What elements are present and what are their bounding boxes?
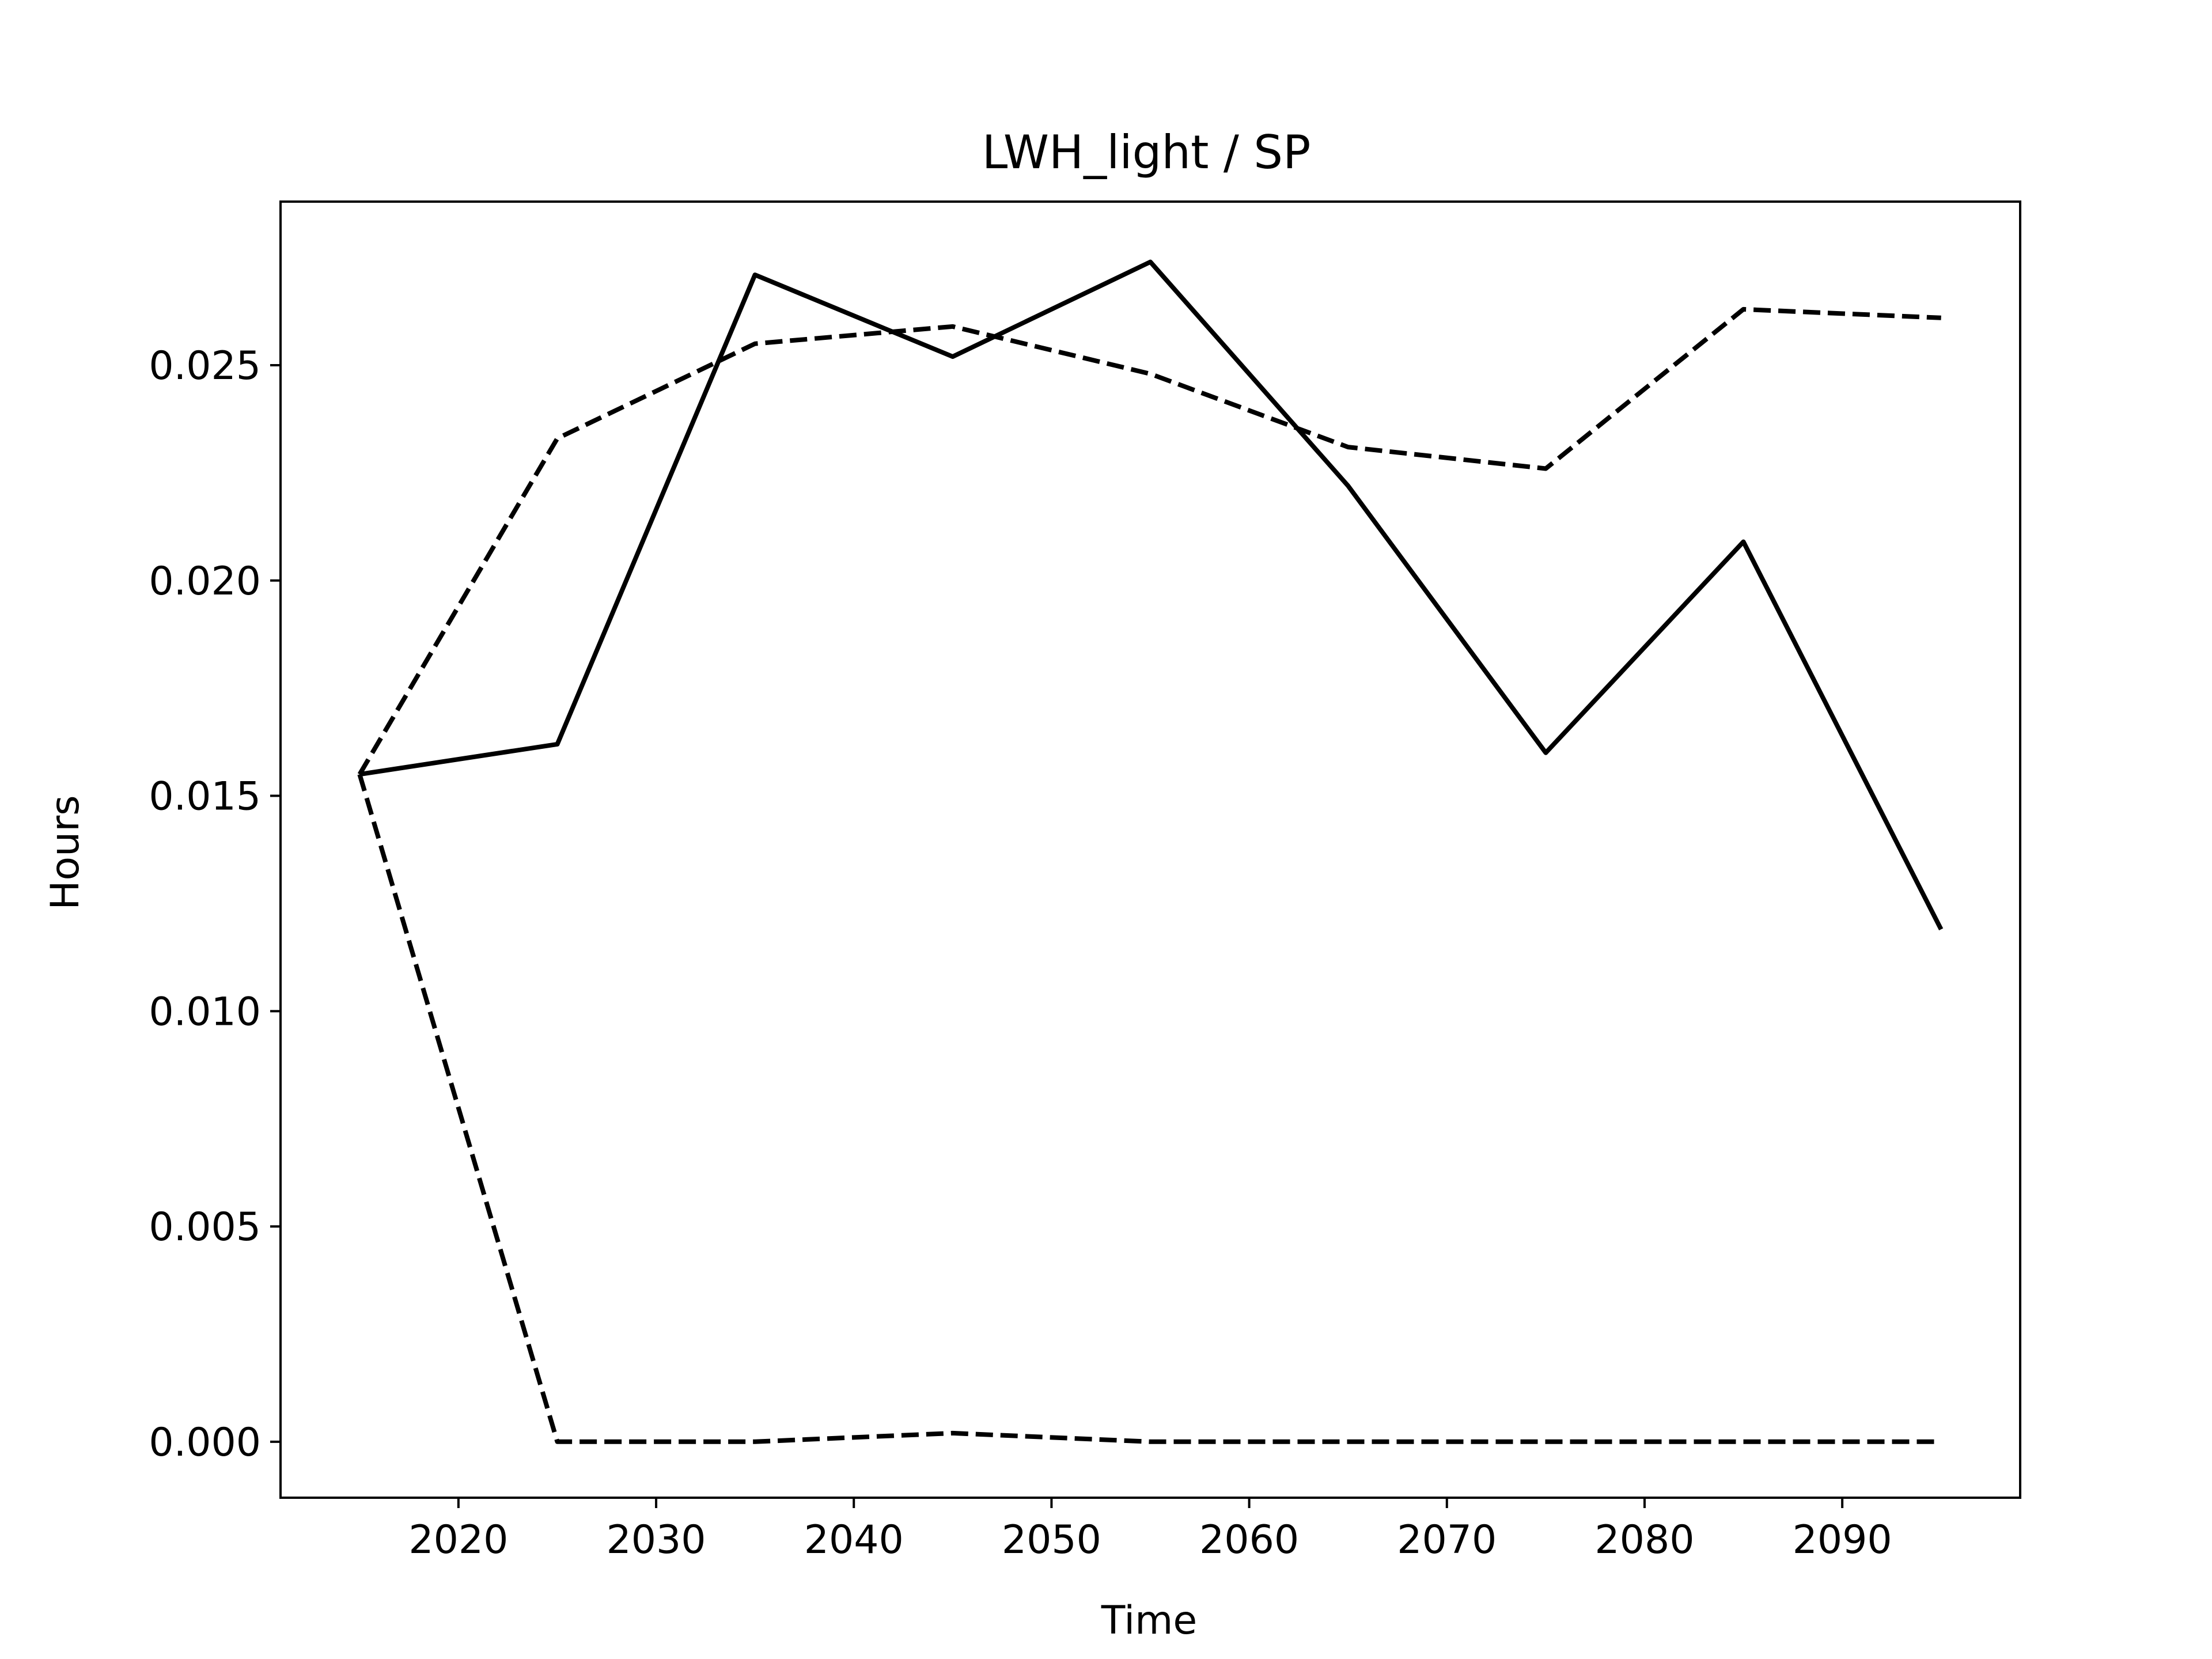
y-tick-label: 0.000 <box>149 1420 261 1465</box>
plot-lines <box>357 259 1944 1444</box>
plot-frame <box>279 200 2021 1499</box>
y-tick-label: 0.005 <box>149 1205 261 1250</box>
y-axis-ticks: 0.000 0.005 0.010 0.015 0.020 0.025 <box>149 343 281 1465</box>
x-tick-label: 2060 <box>1199 1517 1299 1563</box>
y-axis-label: Hours <box>43 795 88 910</box>
x-tick-label: 2040 <box>804 1517 904 1563</box>
series-line-3 <box>357 774 1941 1444</box>
chart-title: LWH_light / SP <box>982 126 1311 179</box>
y-tick-label: 0.015 <box>149 774 261 820</box>
series-line-2 <box>357 306 1941 776</box>
x-tick-label: 2050 <box>1002 1517 1101 1563</box>
x-axis-ticks: 2020 2030 2040 2050 2060 2070 2080 2090 <box>408 1498 1892 1563</box>
x-tick-label: 2070 <box>1397 1517 1497 1563</box>
x-axis-label: Time <box>1101 1598 1197 1643</box>
y-tick-label: 0.025 <box>149 343 261 389</box>
x-tick-label: 2020 <box>408 1517 508 1563</box>
x-tick-label: 2030 <box>607 1517 706 1563</box>
x-tick-label: 2090 <box>1793 1517 1892 1563</box>
x-tick-label: 2080 <box>1594 1517 1694 1563</box>
series-line-1 <box>359 259 1944 931</box>
y-tick-label: 0.020 <box>149 559 261 604</box>
y-tick-label: 0.010 <box>149 989 261 1035</box>
